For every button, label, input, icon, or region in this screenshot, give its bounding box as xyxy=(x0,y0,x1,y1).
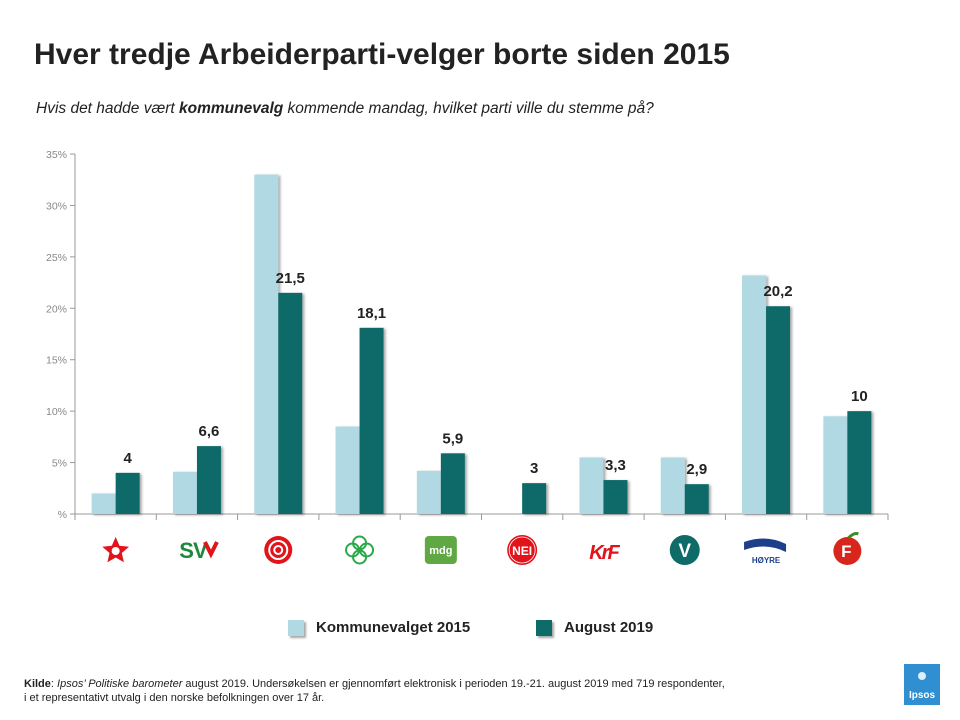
bar-2019 xyxy=(440,453,465,514)
fnb-logo-icon: NEI xyxy=(507,535,538,565)
footer-text-1: august 2019. Undersøkelsen er gjennomfør… xyxy=(182,678,725,690)
y-tick-label: 25% xyxy=(46,252,67,264)
y-tick-label: 30% xyxy=(46,200,67,212)
sv-text: SV xyxy=(179,538,208,563)
bar-2019 xyxy=(196,446,221,514)
y-tick-label: % xyxy=(58,509,67,521)
chart-title: Hver tredje Arbeiderparti-velger borte s… xyxy=(34,38,730,71)
bar-2015 xyxy=(742,275,767,514)
bar-2019 xyxy=(278,292,303,514)
legend-label-2019: August 2019 xyxy=(564,619,654,636)
fnb-circle xyxy=(507,535,538,565)
bar-2015 xyxy=(254,174,279,515)
ap-rose-icon xyxy=(264,536,293,564)
mdg-logo-icon: mdg xyxy=(424,536,457,564)
ipsos-logo-text: Ipsos xyxy=(908,690,936,701)
subtitle-text-start: Hvis det hadde vært xyxy=(36,100,180,117)
hoyre-wave xyxy=(744,538,787,552)
bar-2015 xyxy=(172,471,197,514)
bar-2019 xyxy=(766,306,791,514)
legend-swatch-2019 xyxy=(536,619,552,636)
source-label: Kilde xyxy=(24,678,51,690)
footer-line-1: Kilde: Ipsos’ Politiske barometer august… xyxy=(24,678,725,690)
frp-apple-icon: F xyxy=(833,532,862,565)
data-label-2019: 3 xyxy=(530,460,538,477)
bar-2015 xyxy=(823,416,848,514)
bar-2019 xyxy=(603,480,628,514)
data-label-2019: 6,6 xyxy=(199,423,220,440)
bar-2019 xyxy=(115,472,140,514)
data-label-2019: 4 xyxy=(123,450,132,467)
bar-2015 xyxy=(579,457,604,514)
krf-logo-icon: KrF xyxy=(589,542,622,564)
sv-logo-icon: SV xyxy=(179,538,219,563)
bar-2019 xyxy=(684,484,709,514)
subtitle-bold-word: kommunevalg xyxy=(179,100,284,117)
apple-leaf xyxy=(847,532,860,540)
rodt-star-icon xyxy=(102,537,129,563)
legend-label-2015: Kommunevalget 2015 xyxy=(316,619,471,636)
data-label-2019: 18,1 xyxy=(357,305,386,322)
rose-core xyxy=(273,545,284,555)
venstre-text: V xyxy=(678,541,691,562)
frp-text: F xyxy=(841,542,851,561)
y-tick-label: 15% xyxy=(46,355,67,367)
bar-2015 xyxy=(416,470,441,514)
ipsos-logo-dot xyxy=(918,672,926,680)
rose-ring xyxy=(268,540,289,560)
data-label-2019: 21,5 xyxy=(276,270,305,287)
legend-item-2019: August 2019 xyxy=(536,619,653,636)
y-tick-label: 35% xyxy=(46,149,67,161)
sp-clover-icon xyxy=(345,535,375,565)
hoyre-logo-icon: HØYRE xyxy=(744,538,787,565)
subtitle-text-end: kommende mandag, hvilket parti ville du … xyxy=(283,100,654,117)
hoyre-text: HØYRE xyxy=(752,556,781,565)
bar-2019 xyxy=(847,411,872,514)
footer-line-2: i et representativt utvalg i den norske … xyxy=(24,692,325,704)
ipsos-logo: Ipsos xyxy=(904,664,940,705)
y-tick-label: 10% xyxy=(46,406,67,418)
star-center xyxy=(111,547,120,555)
y-tick-label: 20% xyxy=(46,303,67,315)
source-name: Ipsos’ Politiske barometer xyxy=(57,678,183,690)
krf-text: KrF xyxy=(589,542,620,564)
venstre-logo-icon: V xyxy=(669,535,700,565)
bar-2015 xyxy=(91,493,116,514)
fnb-ring xyxy=(508,536,536,564)
apple-body xyxy=(833,537,862,565)
bar-2015 xyxy=(660,457,685,514)
sv-red-mark xyxy=(203,541,219,559)
data-label-2019: 2,9 xyxy=(686,461,707,478)
legend-item-2015: Kommunevalget 2015 xyxy=(288,619,470,636)
fnb-text: NEI xyxy=(512,544,532,558)
data-label-2019: 20,2 xyxy=(763,283,792,300)
data-label-2019: 10 xyxy=(851,388,868,405)
bar-2015 xyxy=(335,426,360,514)
data-label-2019: 3,3 xyxy=(605,457,626,474)
clover-leaf xyxy=(345,542,361,558)
source-footer: Kilde: Ipsos’ Politiske barometer august… xyxy=(24,677,824,705)
data-label-2019: 5,9 xyxy=(442,430,463,447)
bar-2019 xyxy=(522,483,547,514)
venstre-circle xyxy=(669,535,700,565)
mdg-box xyxy=(424,536,457,564)
y-tick-label: 5% xyxy=(52,458,67,470)
chart-subtitle: Hvis det hadde vært kommunevalg kommende… xyxy=(36,100,654,118)
bar-2019 xyxy=(359,327,384,514)
mdg-text: mdg xyxy=(429,545,452,557)
legend-swatch-2015 xyxy=(288,619,304,636)
